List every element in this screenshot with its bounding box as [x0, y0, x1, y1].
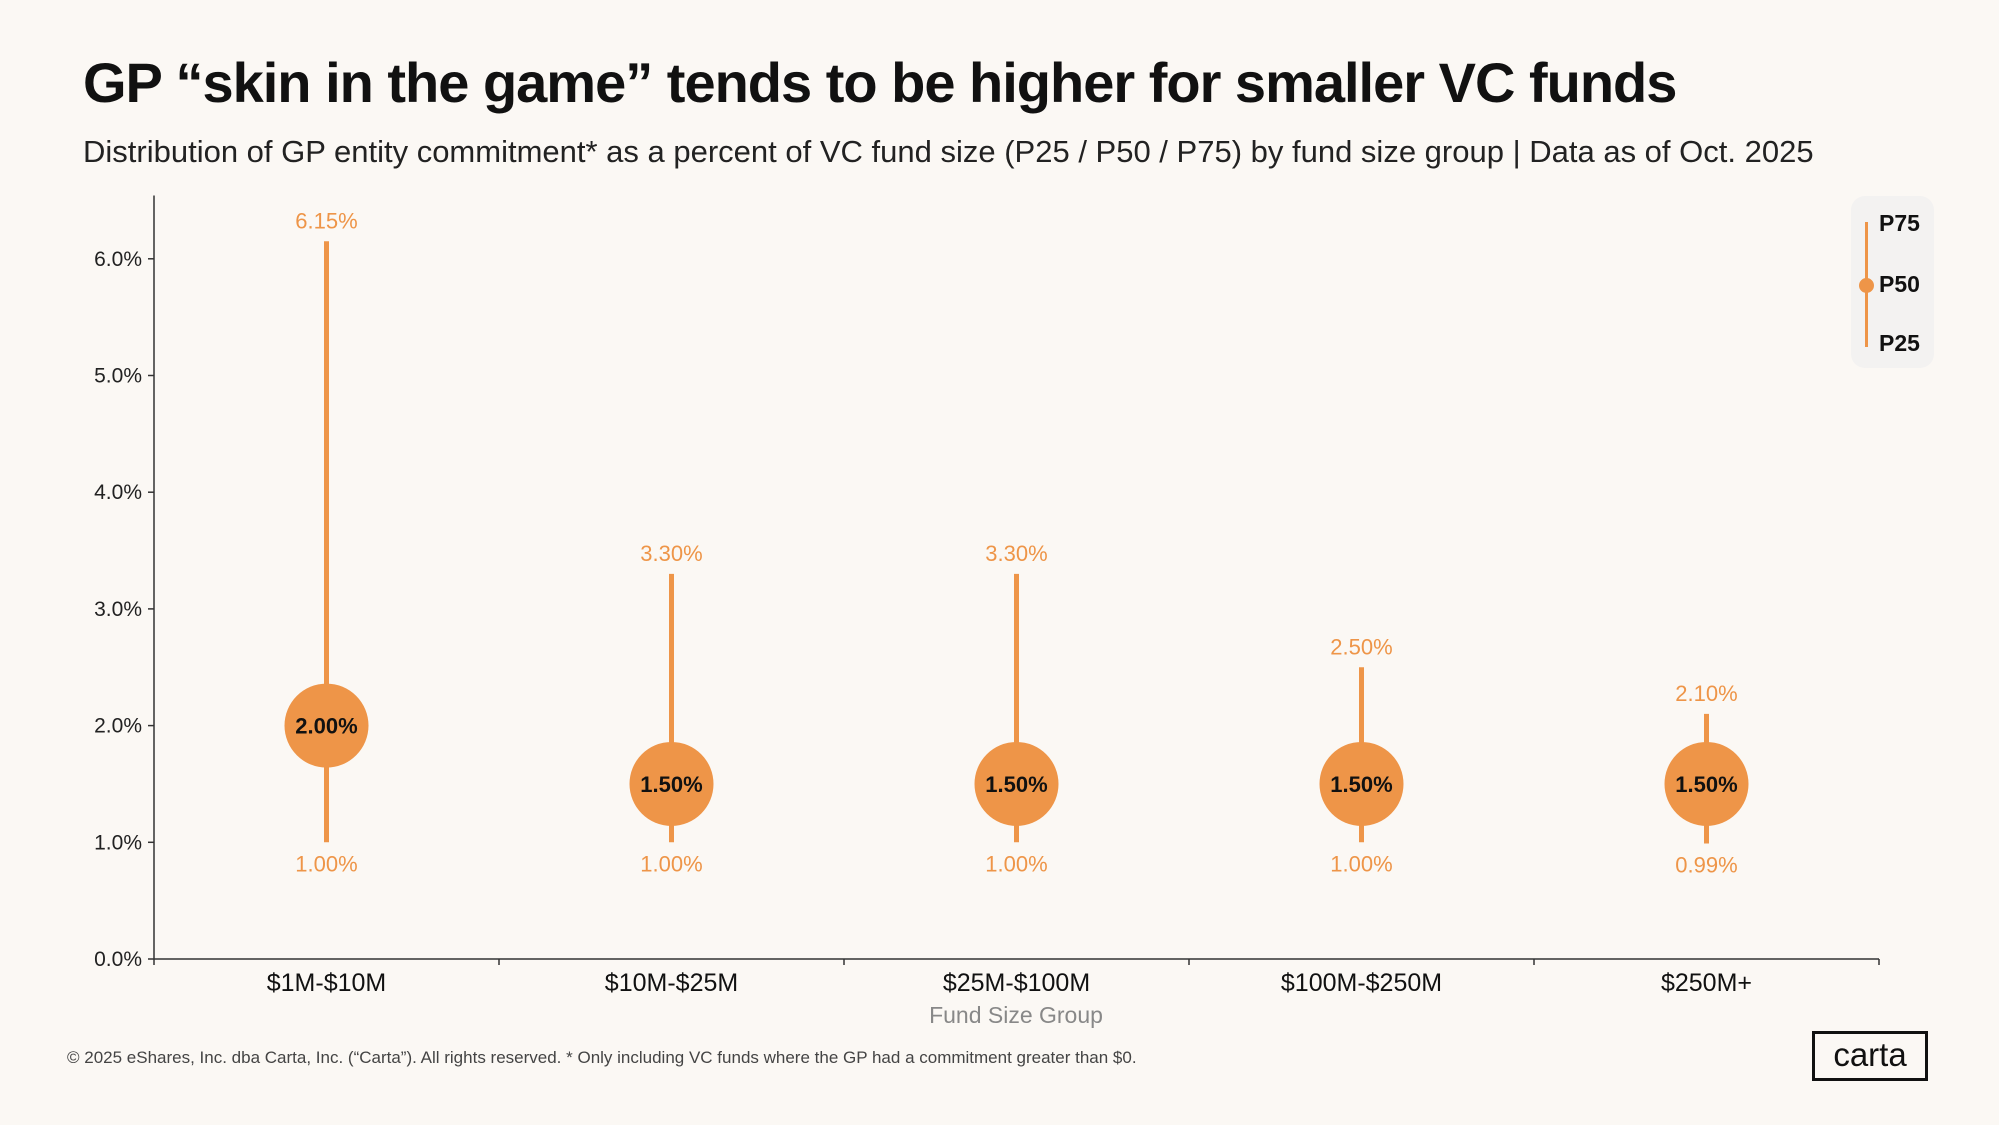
median-dot: [974, 741, 1059, 826]
x-axis-label: Fund Size Group: [929, 1002, 1103, 1028]
median-dot: [284, 683, 369, 768]
legend: P75 P50 P25: [1851, 196, 1934, 368]
y-tick-label: 0.0%: [94, 948, 142, 971]
p25-label: 1.00%: [295, 851, 357, 876]
legend-p75: P75: [1879, 210, 1920, 236]
median-dot: [629, 741, 714, 826]
legend-p50: P50: [1879, 271, 1920, 297]
carta-logo: carta: [1812, 1031, 1928, 1081]
x-tick-label: $25M-$100M: [943, 969, 1090, 997]
p75-label: 2.10%: [1675, 681, 1737, 706]
y-tick-label: 2.0%: [94, 715, 142, 738]
p50-label: 1.50%: [985, 772, 1047, 797]
p50-label: 1.50%: [640, 772, 702, 797]
p50-label: 2.00%: [295, 714, 357, 739]
x-tick-label: $10M-$25M: [605, 969, 738, 997]
y-tick-label: 4.0%: [94, 481, 142, 504]
p50-label: 1.50%: [1330, 772, 1392, 797]
chart-title: GP “skin in the game” tends to be higher…: [83, 51, 1677, 114]
y-tick-label: 1.0%: [94, 831, 142, 854]
p25-label: 0.99%: [1675, 852, 1737, 877]
x-tick-label: $1M-$10M: [267, 969, 387, 997]
y-tick-label: 6.0%: [94, 248, 142, 271]
p75-label: 6.15%: [295, 208, 357, 233]
p75-label: 2.50%: [1330, 634, 1392, 659]
x-tick-label: $250M+: [1661, 969, 1752, 997]
x-tick-label: $100M-$250M: [1281, 969, 1442, 997]
legend-median-dot: [1859, 278, 1874, 293]
legend-p25: P25: [1879, 330, 1920, 356]
y-tick-label: 3.0%: [94, 598, 142, 621]
median-dot: [1664, 741, 1749, 826]
p25-label: 1.00%: [985, 851, 1047, 876]
footer-note: © 2025 eShares, Inc. dba Carta, Inc. (“C…: [67, 1048, 1137, 1067]
y-tick-label: 5.0%: [94, 365, 142, 388]
p75-label: 3.30%: [640, 541, 702, 566]
median-dot: [1319, 741, 1404, 826]
p25-label: 1.00%: [640, 851, 702, 876]
p25-label: 1.00%: [1330, 851, 1392, 876]
p50-label: 1.50%: [1675, 772, 1737, 797]
chart-subtitle: Distribution of GP entity commitment* as…: [83, 134, 1814, 169]
p75-label: 3.30%: [985, 541, 1047, 566]
